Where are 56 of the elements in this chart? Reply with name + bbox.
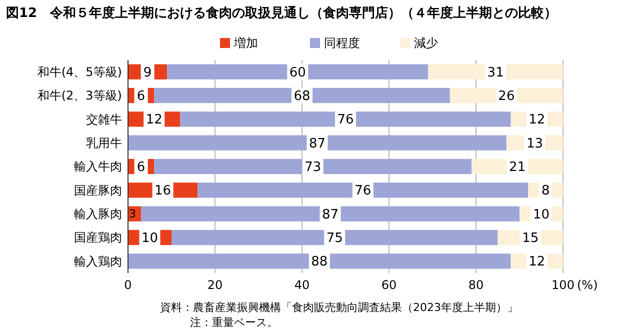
data-label: 3 (129, 208, 136, 221)
legend-label: 増加 (233, 36, 258, 50)
bar (198, 182, 528, 198)
bar (154, 158, 472, 174)
y-tick-label: 交雑牛 (86, 112, 122, 126)
data-label: 9 (143, 65, 152, 80)
x-axis-title: (%) (577, 278, 598, 292)
data-label: 87 (308, 136, 326, 152)
data-label: 6 (136, 160, 146, 176)
bar (167, 64, 428, 80)
data-label: 15 (522, 231, 539, 246)
y-tick-label: 和牛(4、5等級) (37, 65, 122, 80)
data-label: 76 (354, 184, 372, 199)
legend-label: 同程度 (324, 36, 360, 50)
data-label: 10 (532, 207, 550, 222)
y-tick-label: 和牛(2、3等級) (37, 88, 122, 103)
bar (180, 112, 511, 127)
bar (172, 230, 498, 246)
bar (128, 254, 511, 269)
x-tick-label: 0 (124, 278, 132, 292)
y-tick-label: 輸入豚肉 (74, 207, 122, 222)
data-label: 13 (526, 136, 543, 152)
data-label: 88 (311, 254, 328, 270)
data-label: 60 (289, 65, 306, 80)
data-label: 75 (326, 231, 343, 246)
data-label: 10 (141, 231, 158, 246)
data-label: 12 (528, 254, 546, 270)
x-tick-label: 100 (552, 278, 574, 292)
y-tick-label: 国産豚肉 (74, 183, 122, 198)
x-tick-label: 40 (294, 278, 310, 292)
y-tick-label: 輸入牛肉 (74, 160, 122, 174)
text: 注：重量ベース。 (190, 316, 278, 329)
chart-title: 図12 令和５年度上半期における食肉の取扱見通し（食肉専門店）（４年度上半期との比較） (6, 5, 558, 21)
data-label: 26 (498, 89, 515, 104)
x-tick-label: 80 (468, 278, 484, 292)
data-label: 31 (487, 65, 504, 80)
text: 資料：農畜産業振興機構「食肉販売動向調査結果（2023年度上半期）」 (160, 301, 518, 314)
data-label: 73 (304, 160, 322, 176)
y-tick-label: 輸入鶏肉 (74, 254, 122, 268)
y-tick-label: 国産鶏肉 (74, 230, 122, 245)
data-label: 87 (322, 207, 339, 222)
bar (154, 88, 450, 104)
data-label: 21 (509, 160, 526, 176)
data-label: 76 (337, 112, 354, 128)
x-tick-label: 60 (381, 278, 397, 292)
data-label: 12 (528, 112, 546, 128)
data-label: 68 (294, 89, 310, 104)
bar (141, 206, 520, 222)
data-label: 12 (146, 112, 162, 128)
data-label: 16 (154, 184, 172, 199)
y-tick-label: 乳用牛 (86, 136, 122, 150)
data-label: 6 (136, 89, 146, 104)
x-tick-label: 20 (207, 278, 223, 292)
data-label: 8 (541, 184, 550, 199)
legend-label: 減少 (414, 36, 438, 50)
bar (128, 135, 506, 150)
